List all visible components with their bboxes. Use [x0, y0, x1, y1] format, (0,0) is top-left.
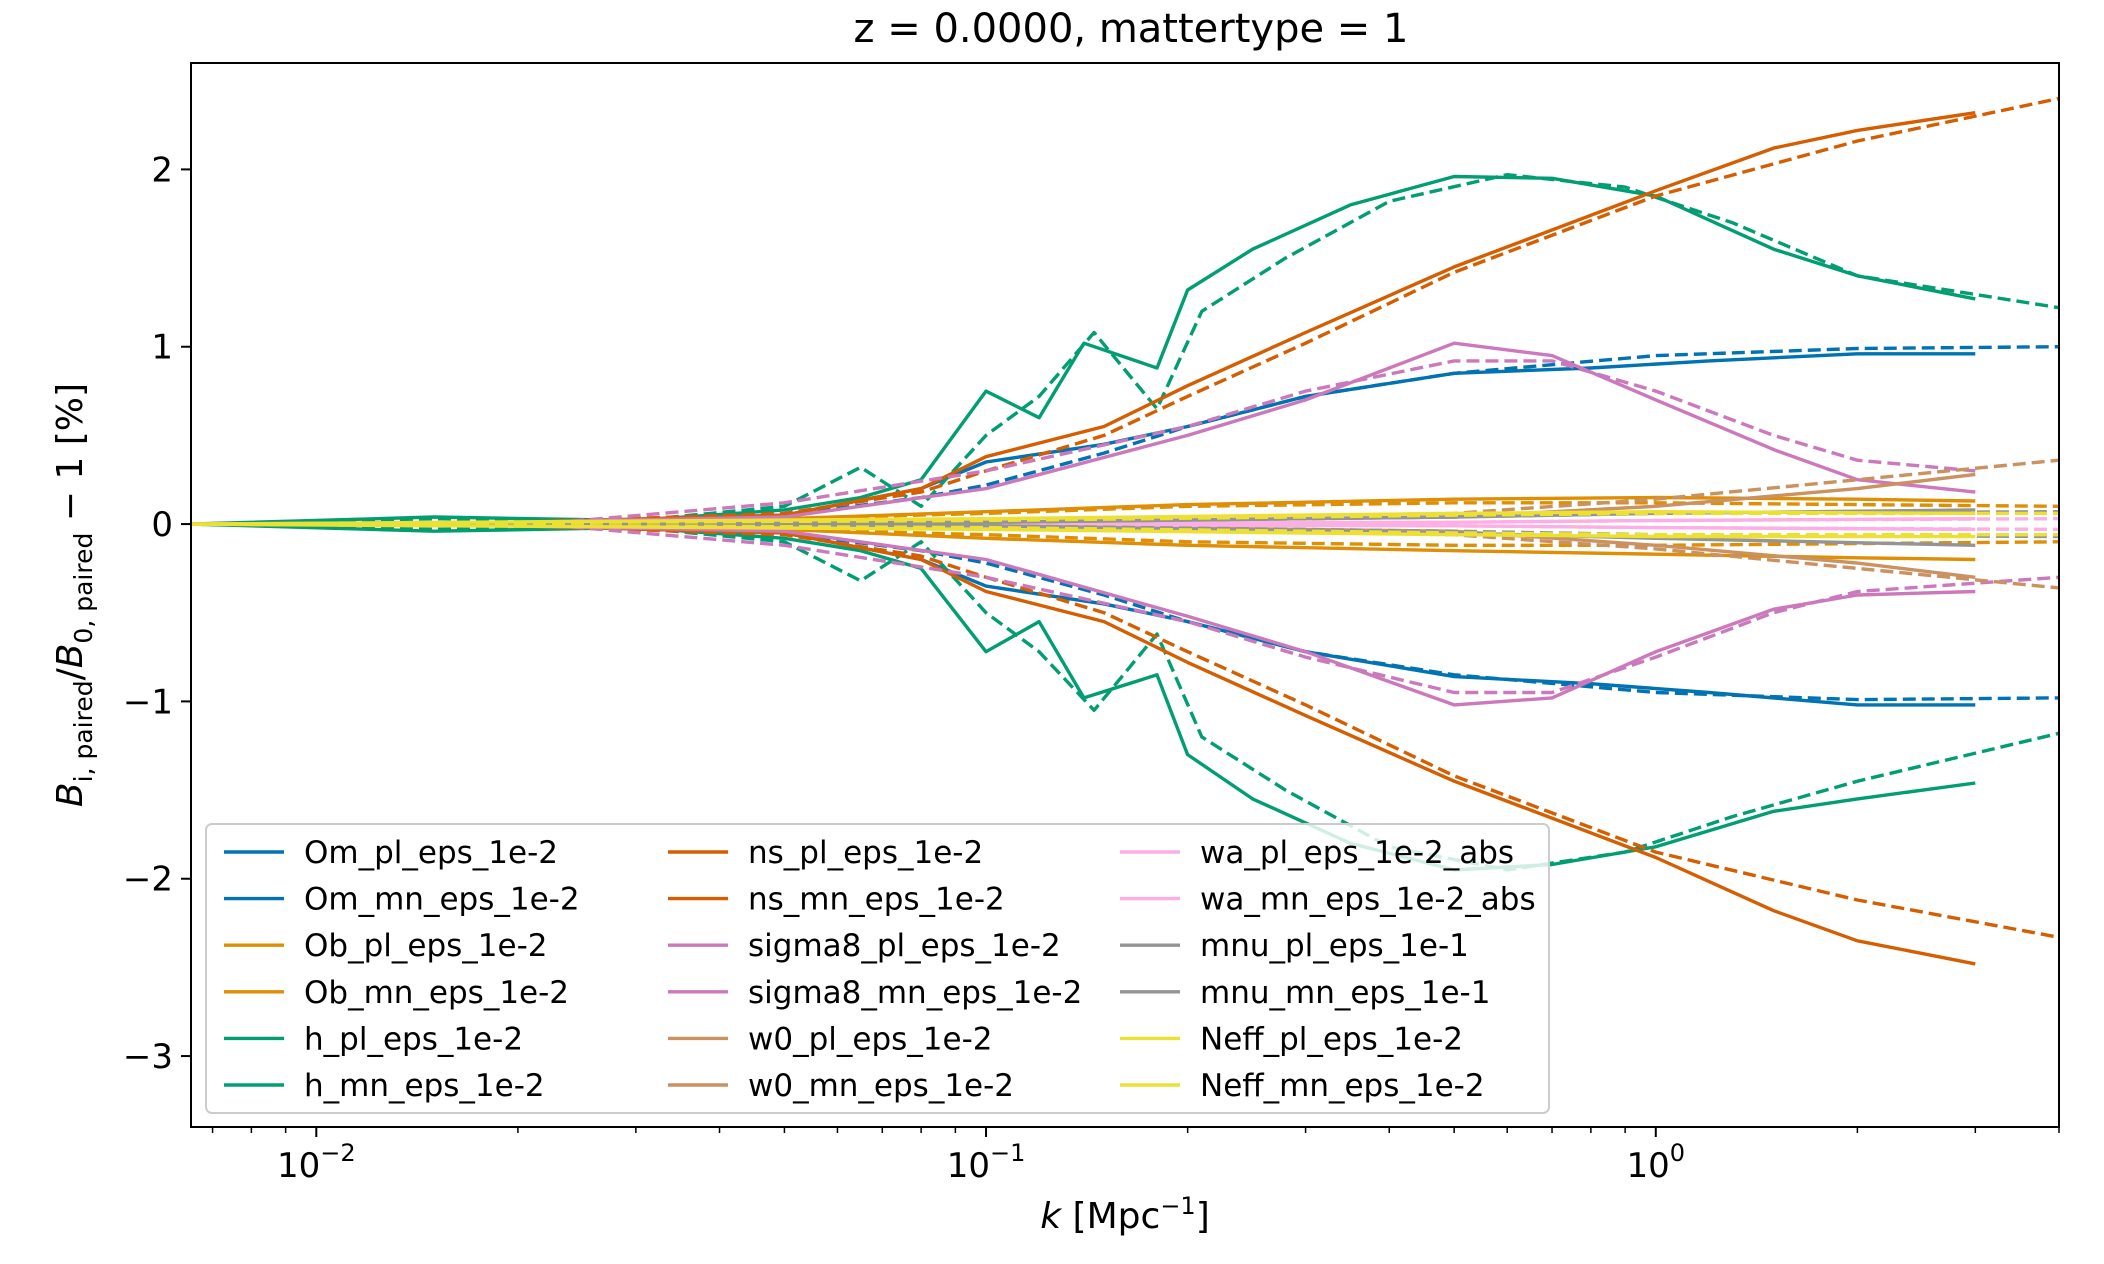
legend-label: Neff_pl_eps_1e-2 [1200, 1021, 1463, 1057]
x-axis-label: k [Mpc−1] [1040, 1192, 1210, 1237]
series-neff-mn-eps-1e-2-dashed [190, 522, 2059, 537]
legend-label: w0_pl_eps_1e-2 [748, 1021, 992, 1057]
y-axis-label: Bi, paired/B0, paired − 1 [%] [50, 383, 98, 807]
series-wa-pl-eps-1e-2-abs-dashed [190, 517, 2060, 526]
legend-label: Om_mn_eps_1e-2 [304, 882, 580, 918]
legend-item: mnu_mn_eps_1e-1 [1120, 975, 1490, 1011]
legend-item: h_pl_eps_1e-2 [224, 1021, 523, 1057]
series-sigma8-mn-eps-1e-2-solid [190, 522, 1976, 707]
legend-label: h_mn_eps_1e-2 [304, 1068, 545, 1104]
legend-item: wa_mn_eps_1e-2_abs [1120, 882, 1536, 918]
legend-label: mnu_mn_eps_1e-1 [1200, 975, 1490, 1011]
series-w0-pl-eps-1e-2-dashed [190, 458, 2060, 526]
y-tick-label: 0 [151, 505, 173, 545]
legend-item: Neff_mn_eps_1e-2 [1120, 1068, 1485, 1104]
legend-label: Ob_pl_eps_1e-2 [304, 928, 547, 964]
legend-item: sigma8_pl_eps_1e-2 [668, 928, 1061, 964]
series-wa-mn-eps-1e-2-abs-dashed [190, 522, 2060, 532]
legend-item: Neff_pl_eps_1e-2 [1120, 1021, 1463, 1057]
series-ns-pl-eps-1e-2-solid [190, 111, 1976, 526]
legend-label: h_pl_eps_1e-2 [304, 1021, 523, 1057]
series-ns-mn-eps-1e-2-dashed [190, 522, 2060, 939]
series-h-mn-eps-1e-2-solid [190, 522, 1976, 872]
series-sigma8-mn-eps-1e-2-dashed [190, 520, 2060, 695]
legend-label: w0_mn_eps_1e-2 [748, 1068, 1014, 1104]
legend-label: wa_mn_eps_1e-2_abs [1200, 882, 1536, 918]
legend-frame [205, 823, 1550, 1114]
legend-item: sigma8_mn_eps_1e-2 [668, 975, 1082, 1011]
legend-label: mnu_pl_eps_1e-1 [1200, 928, 1469, 964]
legend: Om_pl_eps_1e-2 Om_mn_eps_1e-2 Ob_pl_eps_1e… [205, 823, 1550, 1114]
legend-item: w0_pl_eps_1e-2 [668, 1021, 992, 1057]
y-tick-label: −3 [123, 1037, 173, 1077]
legend-item: Ob_mn_eps_1e-2 [224, 975, 569, 1011]
legend-item: Ob_pl_eps_1e-2 [224, 928, 547, 964]
legend-item: h_mn_eps_1e-2 [224, 1068, 545, 1104]
series-neff-mn-eps-1e-2-solid [190, 522, 1976, 539]
legend-label: ns_pl_eps_1e-2 [748, 835, 983, 871]
series-w0-mn-eps-1e-2-dashed [190, 522, 2060, 590]
legend-item: Om_pl_eps_1e-2 [224, 835, 558, 871]
legend-label: ns_mn_eps_1e-2 [748, 882, 1005, 918]
series-neff-pl-eps-1e-2-solid [190, 510, 1976, 526]
legend-label: sigma8_pl_eps_1e-2 [748, 928, 1061, 964]
series-ob-mn-eps-1e-2-dashed [190, 522, 2060, 547]
y-tick-label: 2 [151, 150, 173, 190]
y-tick-label: −1 [123, 682, 173, 722]
series-sigma8-pl-eps-1e-2-solid [190, 341, 1976, 526]
legend-item: mnu_pl_eps_1e-1 [1120, 928, 1469, 964]
legend-item: ns_pl_eps_1e-2 [668, 835, 983, 871]
series-sigma8-pl-eps-1e-2-dashed [190, 359, 1976, 528]
series-ns-pl-eps-1e-2-dashed [190, 96, 2060, 526]
series-neff-pl-eps-1e-2-dashed [190, 511, 2059, 526]
legend-entries: Om_pl_eps_1e-2 Om_mn_eps_1e-2 Ob_pl_eps_1e… [224, 835, 1536, 1104]
axes-frame [190, 62, 2060, 1128]
legend-label: Ob_mn_eps_1e-2 [304, 975, 569, 1011]
legend-item: ns_mn_eps_1e-2 [668, 882, 1005, 918]
series-h-pl-eps-1e-2-solid [190, 174, 1976, 526]
y-tick-label: 1 [151, 328, 173, 368]
x-tick-label: 10−2 [277, 1139, 356, 1186]
legend-item: Om_mn_eps_1e-2 [224, 882, 580, 918]
x-tick-label: 100 [1627, 1139, 1686, 1186]
legend-label: Om_pl_eps_1e-2 [304, 835, 558, 871]
series-h-pl-eps-1e-2-dashed [190, 173, 2060, 526]
legend-label: sigma8_mn_eps_1e-2 [748, 975, 1082, 1011]
series-layer [190, 96, 2060, 966]
chart-title: z = 0.0000, mattertype = 1 [854, 6, 1409, 52]
legend-item: wa_pl_eps_1e-2_abs [1120, 835, 1514, 871]
legend-label: wa_pl_eps_1e-2_abs [1200, 835, 1514, 871]
legend-item: w0_mn_eps_1e-2 [668, 1068, 1014, 1104]
x-tick-label: 10−1 [947, 1139, 1026, 1186]
legend-label: Neff_mn_eps_1e-2 [1200, 1068, 1485, 1104]
series-ob-pl-eps-1e-2-dashed [190, 501, 2060, 526]
y-tick-label: −2 [123, 860, 173, 900]
